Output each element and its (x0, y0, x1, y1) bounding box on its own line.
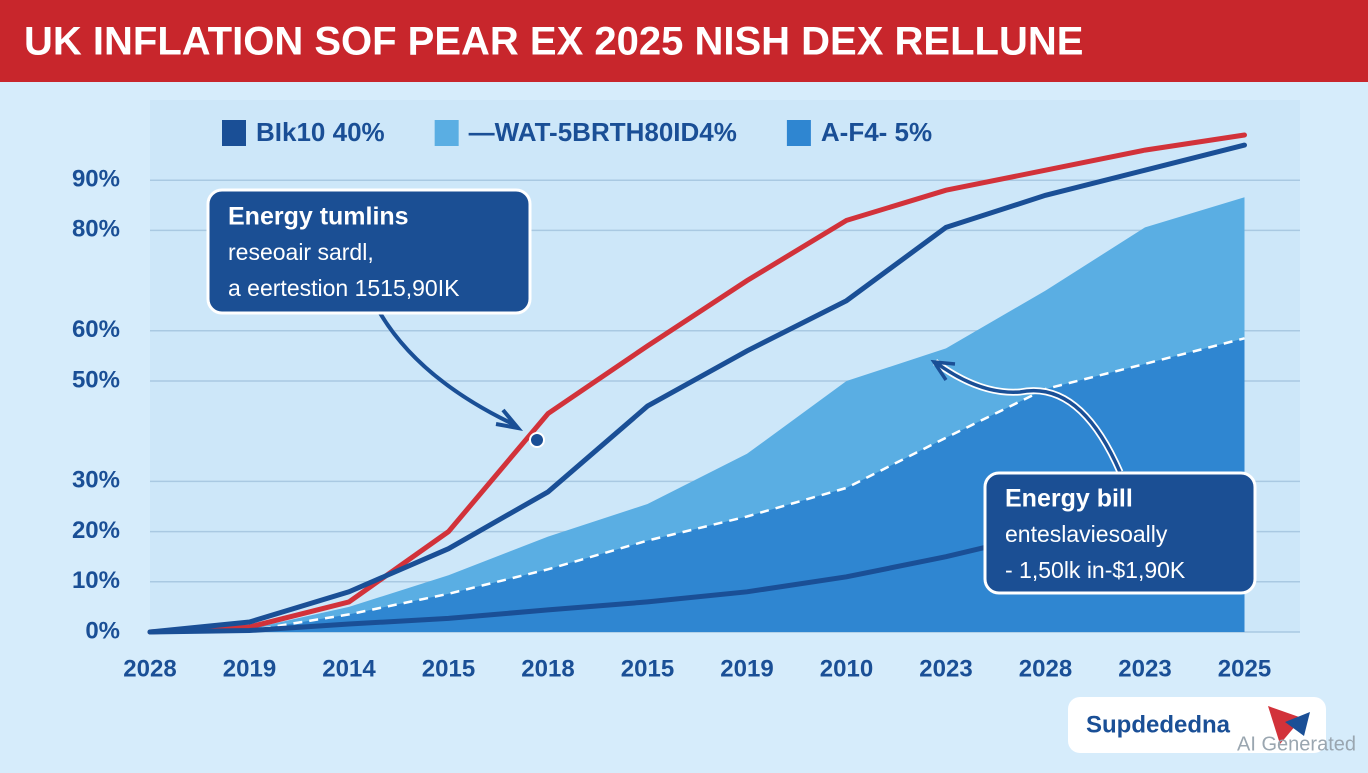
x-tick-label: 2010 (820, 655, 873, 682)
marker (529, 432, 545, 448)
area (150, 338, 1245, 632)
x-tick-label: 2023 (1118, 655, 1171, 682)
y-tick-label: 0% (85, 617, 120, 644)
area-edge (149, 337, 1245, 634)
line (147, 132, 1247, 635)
annotation: enteslaviesoally (1005, 521, 1168, 547)
annotation: Energy tumlins (228, 203, 409, 231)
callout-box (206, 188, 532, 315)
annotation: a eertestion 1515,90IK (228, 275, 460, 301)
annotations: Energy tumlins reseoair sardl, a eertestio… (206, 188, 1257, 595)
logo-icon (1285, 712, 1310, 736)
x-tick-label: 2028 (1019, 655, 1072, 682)
x-tick-label: 2023 (919, 655, 972, 682)
legend-swatch (434, 120, 459, 146)
callout-box (983, 471, 1257, 595)
chart-title: UK INFLATION SOF PEAR EX 2025 NISH DEX R… (24, 20, 1083, 64)
y-tick-label: 60% (72, 316, 120, 343)
annotation: reseoair sardl, (228, 239, 374, 265)
x-tick-label: 2018 (521, 655, 574, 682)
x-tick-label: 2015 (621, 655, 674, 682)
arrow (378, 311, 516, 427)
title-bar (0, 0, 1368, 82)
x-tick-label: 2028 (123, 655, 176, 682)
logo-box (1068, 697, 1326, 753)
legend-label: —WAT-5BRTH80ID4% (469, 117, 737, 147)
line (147, 142, 1247, 635)
y-tick-label: 50% (72, 366, 120, 393)
plot: 0% 10% 20% 30% 50% 60% 80% 90% 2028 2019 2014 2015 2… (72, 100, 1300, 682)
arrowhead (495, 408, 524, 431)
annotation: - 1,50lk in-$1,90K (1005, 557, 1186, 583)
legend-label: A-F4- 5% (821, 117, 932, 147)
logo-icon (1268, 706, 1302, 744)
y-tick-label: 20% (72, 517, 120, 544)
y-tick-label: 80% (72, 216, 120, 243)
x-tick-label: 2025 (1218, 655, 1271, 682)
legend-swatch (786, 120, 811, 146)
x-tick-label: 2019 (720, 655, 773, 682)
watermark: AI Generated (1237, 733, 1356, 755)
annotation: Energy bill (1005, 485, 1133, 513)
y-tick-label: 10% (72, 567, 120, 594)
y-tick-label: 90% (72, 166, 120, 193)
legend: BIk10 40% —WAT-5BRTH80ID4% A-F4- 5% (222, 117, 932, 147)
logo: Supdededna (1086, 711, 1231, 738)
x-tick-label: 2019 (223, 655, 276, 682)
x-tick-label: 2014 (322, 655, 376, 682)
arrow (933, 360, 1122, 473)
y-tick-label: 30% (72, 467, 120, 494)
legend-label: BIk10 40% (256, 117, 385, 147)
legend-swatch (222, 120, 246, 146)
arrowhead (930, 359, 956, 381)
x-tick-label: 2015 (422, 655, 475, 682)
